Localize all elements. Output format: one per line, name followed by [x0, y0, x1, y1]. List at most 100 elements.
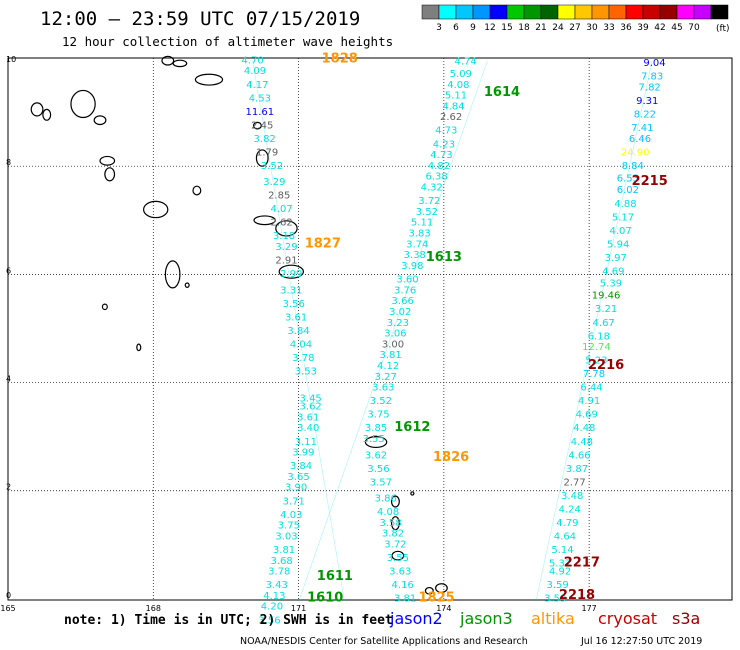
wave-height-value: 3.81	[379, 350, 401, 361]
wave-height-value: 4.12	[377, 361, 399, 372]
wave-height-value: 3.65	[287, 472, 309, 483]
island-outline	[164, 260, 181, 289]
wave-height-value: 4.92	[549, 567, 571, 578]
wave-height-value: 4.67	[593, 318, 615, 329]
wave-height-value: 3.85	[365, 423, 387, 434]
axis-tick-labels: 165 168 171 174 177 10 8 6 4 2 0	[0, 55, 596, 613]
pass-number-label: 1611	[317, 569, 353, 584]
wave-height-value: 2.62	[440, 112, 462, 123]
color-swatch	[421, 4, 440, 20]
wave-height-value: 9.31	[636, 96, 658, 107]
color-scale-legend: 3 6 9 12 15 18 21 24 27 30 33 36 39 42 45 70	[421, 4, 729, 33]
island-outline	[252, 121, 262, 130]
y-tick-label: 6	[6, 266, 11, 275]
island-outline	[93, 115, 107, 126]
island-outline	[194, 73, 224, 86]
wave-height-value: 3.59	[547, 580, 569, 591]
wave-height-value: 3.57	[370, 477, 392, 488]
pass-number-label: 1610	[307, 591, 343, 606]
wave-height-value: 3.68	[270, 556, 292, 567]
color-scale-unit: (ft)	[716, 24, 730, 34]
wave-height-value: 2.99	[280, 269, 302, 280]
island-outline	[390, 495, 400, 508]
map-title: 12:00 – 23:59 UTC 07/15/2019	[40, 8, 360, 30]
map-frame	[7, 57, 733, 601]
color-swatch	[659, 4, 678, 20]
wave-height-value: 6.46	[629, 134, 651, 145]
color-scale-label: 36	[620, 23, 632, 33]
island-outline	[142, 200, 169, 219]
wave-height-value: 3.52	[261, 161, 283, 172]
color-swatch	[438, 4, 457, 20]
y-tick-label: 4	[6, 375, 11, 384]
wave-height-value: 3.72	[384, 540, 406, 551]
wave-height-value: 4.17	[246, 80, 268, 91]
wave-height-value: 3.48	[561, 491, 583, 502]
color-scale-label: 42	[654, 23, 665, 33]
wave-height-value: 3.86	[375, 494, 397, 505]
wave-height-value: 3.81	[394, 594, 416, 605]
wave-height-value: 2.45	[251, 120, 273, 131]
color-swatch	[472, 4, 491, 20]
color-swatch	[523, 4, 542, 20]
wave-height-value: 6.44	[580, 383, 602, 394]
wave-height-value: 3.18	[273, 231, 295, 242]
color-swatch	[557, 4, 576, 20]
pass-number-label: 1827	[305, 236, 341, 251]
wave-height-values: 4.704.09 4.17 4.53 11.61 2.45 3.82 1.79 3.52 3.2…	[241, 55, 665, 626]
wave-height-value: 4.07	[609, 226, 631, 237]
wave-height-value: 3.97	[605, 253, 627, 264]
wave-height-value: 6.18	[588, 331, 610, 342]
wave-height-value: 5.11	[411, 218, 433, 229]
x-tick-label: 165	[0, 604, 15, 613]
color-swatch	[642, 4, 661, 20]
wave-height-value: 4.13	[263, 591, 285, 602]
color-swatch	[455, 4, 474, 20]
satellite-legend-label: cryosat	[598, 609, 657, 628]
wave-height-value: 4.48	[573, 423, 595, 434]
wave-height-value: 2.91	[275, 256, 297, 267]
wave-height-value: 6.38	[425, 172, 447, 183]
wave-height-value: 3.38	[404, 250, 426, 261]
island-outline	[184, 282, 190, 288]
wave-height-value: 2.77	[563, 477, 585, 488]
wave-height-value: 4.69	[576, 410, 598, 421]
island-outline	[30, 102, 44, 117]
island-outline	[172, 59, 188, 68]
color-scale-label: 12	[484, 23, 495, 33]
wave-height-value: 3.75	[367, 410, 389, 421]
wave-height-value: 8.84	[622, 161, 644, 172]
wave-height-value: 4.66	[568, 450, 590, 461]
y-tick-label: 10	[6, 55, 16, 64]
wave-height-value: 3.98	[401, 261, 423, 272]
wave-height-value: 3.45	[300, 393, 322, 404]
wave-height-value: 3.56	[283, 299, 305, 310]
wave-height-value: 4.79	[556, 518, 578, 529]
satellite-legend: jason2 jason3 altika cryosat s3a	[389, 609, 700, 628]
island-outline	[278, 264, 305, 279]
island-outline	[410, 491, 415, 496]
color-scale-label: 70	[688, 23, 700, 33]
wave-height-value: 3.82	[382, 529, 404, 540]
island-outline	[70, 89, 96, 119]
wave-height-value: 3.52	[370, 396, 392, 407]
wave-height-value: 3.63	[372, 383, 394, 394]
color-swatch	[591, 4, 610, 20]
pass-number-label: 2218	[559, 588, 595, 603]
pass-number-label: 2217	[564, 555, 600, 570]
wave-height-value: 3.62	[365, 450, 387, 461]
wave-height-value: 4.88	[614, 199, 636, 210]
pass-number-label: 1614	[484, 85, 520, 100]
island-outline	[192, 185, 202, 196]
wave-height-value: 2.85	[268, 191, 290, 202]
wave-height-value: 3.21	[595, 304, 617, 315]
pass-number-label: 1825	[418, 591, 454, 606]
wave-height-value: 5.11	[445, 91, 467, 102]
wave-height-value: 6.53	[617, 173, 639, 184]
island-outline	[42, 108, 52, 121]
wave-height-value: 11.61	[246, 107, 275, 118]
wave-height-value: 4.53	[249, 93, 271, 104]
wave-height-value: 24.90	[621, 147, 650, 158]
wave-height-value: 3.87	[566, 464, 588, 475]
wave-height-value: 3.27	[375, 372, 397, 383]
